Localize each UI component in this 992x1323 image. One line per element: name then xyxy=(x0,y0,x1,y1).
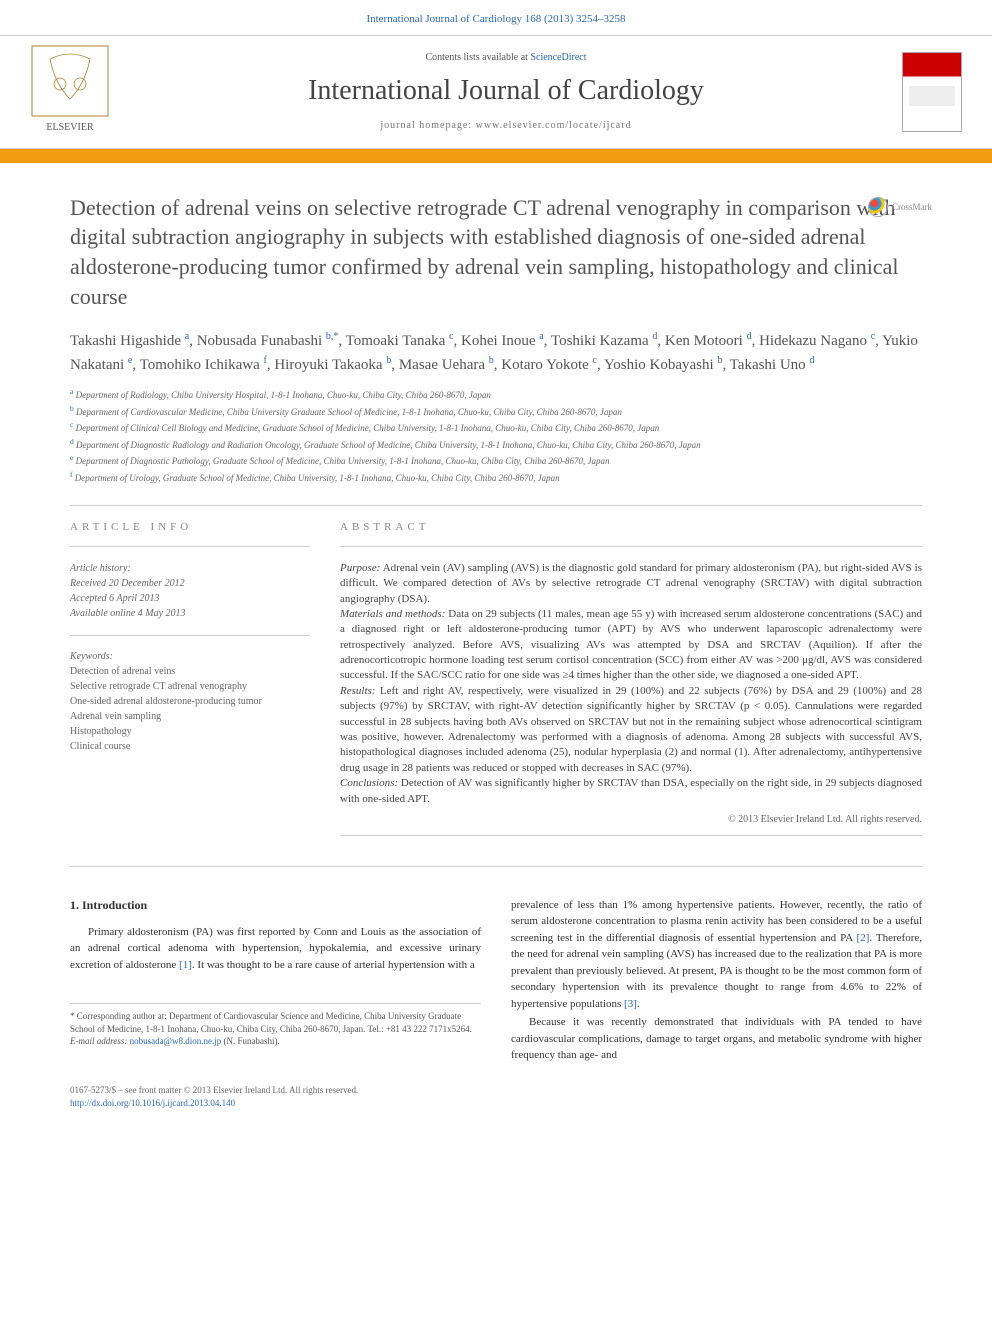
intro-p1: Primary aldosteronism (PA) was first rep… xyxy=(70,924,481,974)
affiliation-item: a Department of Radiology, Chiba Univers… xyxy=(70,386,922,403)
affiliation-item: d Department of Diagnostic Radiology and… xyxy=(70,436,922,453)
journal-homepage: journal homepage: www.elsevier.com/locat… xyxy=(110,119,902,133)
affiliation-item: f Department of Urology, Graduate School… xyxy=(70,469,922,486)
article-history: Article history: Received 20 December 20… xyxy=(70,561,310,621)
keywords-head: Keywords: xyxy=(70,650,310,664)
intro-p3: Because it was recently demonstrated tha… xyxy=(511,1014,922,1064)
cover-thumbnail xyxy=(902,52,962,132)
citation-ref[interactable]: [1] xyxy=(179,959,192,971)
journal-center: Contents lists available at ScienceDirec… xyxy=(110,51,902,132)
affiliation-item: b Department of Cardiovascular Medicine,… xyxy=(70,403,922,420)
keyword-item: Detection of adrenal veins xyxy=(70,664,310,679)
crossmark-badge[interactable]: CrossMark xyxy=(868,197,932,217)
keyword-item: Histopathology xyxy=(70,724,310,739)
body-columns: 1. Introduction Primary aldosteronism (P… xyxy=(70,897,922,1064)
keyword-item: Adrenal vein sampling xyxy=(70,709,310,724)
abstract-label: ABSTRACT xyxy=(340,520,922,535)
elsevier-logo: ELSEVIER xyxy=(30,44,110,139)
intro-p2: prevalence of less than 1% among hyperte… xyxy=(511,897,922,1013)
doi-link[interactable]: http://dx.doi.org/10.1016/j.ijcard.2013.… xyxy=(70,1098,235,1108)
affiliations-list: a Department of Radiology, Chiba Univers… xyxy=(70,386,922,485)
abstract-col: ABSTRACT Purpose: Adrenal vein (AV) samp… xyxy=(340,520,922,836)
author-list: Takashi Higashide a, Nobusada Funabashi … xyxy=(70,329,922,376)
corresponding-author: * Corresponding author at: Department of… xyxy=(70,1010,481,1035)
body-right-col: prevalence of less than 1% among hyperte… xyxy=(511,897,922,1064)
abstract-copyright: © 2013 Elsevier Ireland Ltd. All rights … xyxy=(340,813,922,827)
corresponding-email: E-mail address: nobusada@w8.dion.ne.jp (… xyxy=(70,1035,481,1048)
crossmark-icon xyxy=(868,197,888,217)
citation-bar: International Journal of Cardiology 168 … xyxy=(0,0,992,35)
citation-link[interactable]: International Journal of Cardiology 168 … xyxy=(366,13,625,25)
article-info-col: ARTICLE INFO Article history: Received 2… xyxy=(70,520,310,836)
section-heading-intro: 1. Introduction xyxy=(70,897,481,914)
sciencedirect-link[interactable]: ScienceDirect xyxy=(530,52,586,63)
body-left-col: 1. Introduction Primary aldosteronism (P… xyxy=(70,897,481,1064)
keyword-item: Clinical course xyxy=(70,739,310,754)
footer-bar: 0167-5273/$ – see front matter © 2013 El… xyxy=(0,1084,992,1129)
journal-title: International Journal of Cardiology xyxy=(110,71,902,110)
keyword-item: One-sided adrenal aldosterone-producing … xyxy=(70,694,310,709)
abstract-body: Purpose: Adrenal vein (AV) sampling (AVS… xyxy=(340,561,922,807)
article-title: Detection of adrenal veins on selective … xyxy=(70,193,922,312)
front-matter-line: 0167-5273/$ – see front matter © 2013 El… xyxy=(70,1084,922,1097)
article-info-label: ARTICLE INFO xyxy=(70,520,310,535)
email-link[interactable]: nobusada@w8.dion.ne.jp xyxy=(130,1036,222,1046)
divider xyxy=(70,505,922,506)
citation-ref[interactable]: [3] xyxy=(624,998,637,1010)
journal-header: ELSEVIER Contents lists available at Sci… xyxy=(0,35,992,148)
citation-ref[interactable]: [2] xyxy=(857,932,870,944)
keywords-list: Detection of adrenal veinsSelective retr… xyxy=(70,664,310,754)
orange-accent-bar xyxy=(0,149,992,163)
affiliation-item: c Department of Clinical Cell Biology an… xyxy=(70,419,922,436)
footnote-block: * Corresponding author at: Department of… xyxy=(70,1003,481,1048)
keyword-item: Selective retrograde CT adrenal venograp… xyxy=(70,679,310,694)
elsevier-text: ELSEVIER xyxy=(46,122,94,133)
contents-line: Contents lists available at ScienceDirec… xyxy=(110,51,902,65)
affiliation-item: e Department of Diagnostic Pathology, Gr… xyxy=(70,452,922,469)
